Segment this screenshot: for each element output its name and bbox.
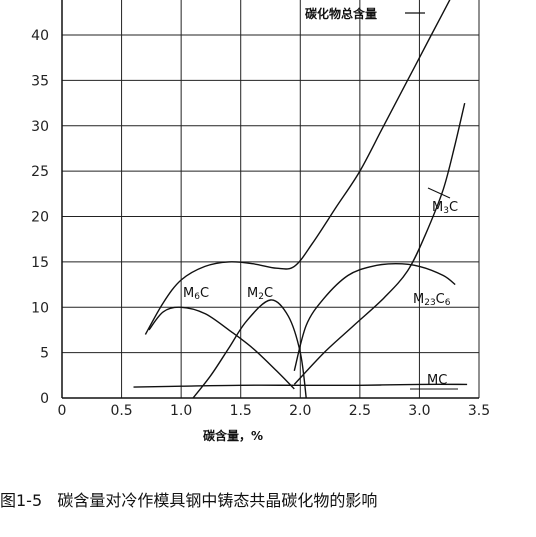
chart: 0 0.5 1.0 1.5 2.0 2.5 3.0 3.5 0 5 10 15 20 25 30 35 40 碳…: [31, 0, 490, 443]
x-tick-label: 2.5: [349, 403, 371, 419]
figure-caption-text: 碳含量对冷作模具钢中铸态共晶碳化物的影响: [57, 491, 378, 510]
m2c-label: M2C: [247, 286, 273, 302]
series-line-m23c6: [293, 262, 456, 371]
y-tick-label: 10: [31, 300, 49, 316]
y-tick-label: 35: [31, 73, 49, 89]
series-line-m6c: [148, 306, 295, 390]
m23c6-label: M23C6: [413, 292, 451, 308]
title-label: 碳化物总含量: [305, 6, 377, 21]
x-tick-label: 3.5: [468, 403, 490, 419]
figure-number: 图1-5: [0, 491, 43, 510]
y-tick-label: 30: [31, 119, 49, 135]
y-tick-label: 20: [31, 210, 49, 226]
x-tick-label: 0.5: [110, 403, 132, 419]
m3c-label: M3C: [432, 200, 458, 216]
figure-caption: 图1-5 碳含量对冷作模具钢中铸态共晶碳化物的影响: [0, 487, 536, 511]
tick-labels: 0 0.5 1.0 1.5 2.0 2.5 3.0 3.5 0 5 10 15 20 25 30 35 40: [31, 28, 490, 419]
axes: [61, 0, 479, 399]
x-tick-label: 2.0: [289, 403, 311, 419]
y-tick-label: 15: [31, 255, 49, 271]
series-line-m3c: [293, 102, 466, 385]
m3c-leader: [427, 187, 451, 199]
x-tick-label: 0: [58, 403, 67, 419]
y-tick-label: 25: [31, 164, 49, 180]
series-lines: [133, 0, 468, 399]
mc-label: MC: [427, 373, 447, 388]
grid: [62, 0, 480, 398]
series-line-: [144, 0, 451, 335]
x-axis-label: 碳含量，%: [203, 428, 263, 443]
y-tick-label: 40: [31, 28, 49, 44]
series-line-m2c: [192, 299, 307, 399]
y-tick-label: 0: [40, 391, 49, 407]
y-tick-label: 5: [40, 346, 49, 362]
x-tick-label: 1.0: [170, 403, 192, 419]
m6c-label: M6C: [183, 286, 209, 302]
series-line-mc: [133, 383, 468, 388]
x-tick-label: 1.5: [230, 403, 252, 419]
x-tick-label: 3.0: [408, 403, 430, 419]
